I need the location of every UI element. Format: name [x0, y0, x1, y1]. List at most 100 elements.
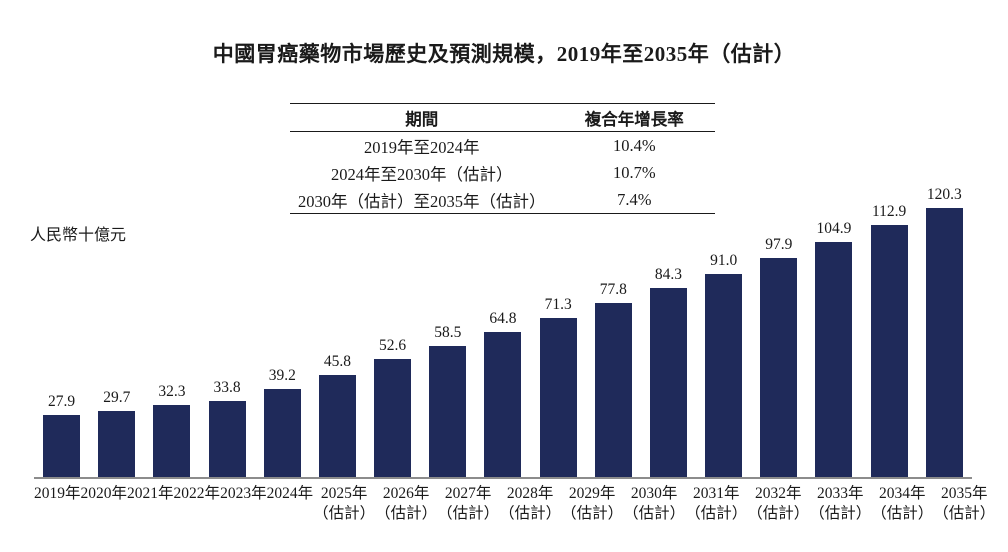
table-header-period: 期間 — [405, 109, 439, 129]
bar — [705, 274, 743, 477]
bar-value-label: 52.6 — [379, 337, 407, 354]
bar — [815, 242, 853, 477]
bar-value-label: 33.8 — [213, 379, 241, 396]
x-axis-estimate-note: （估計） — [685, 505, 748, 522]
bar-column: 91.0 — [696, 180, 751, 477]
x-axis-label: 2023年 — [220, 484, 267, 524]
x-axis-estimate-note: （估計） — [809, 505, 872, 522]
table-header-row: 期間 複合年增長率 — [290, 104, 715, 132]
bar-column: 33.8 — [200, 180, 255, 477]
x-axis-estimate-note: （估計） — [623, 505, 686, 522]
table-row: 2024年至2030年（估計） 10.7% — [290, 159, 715, 186]
x-axis-year: 2034年 — [878, 485, 926, 502]
x-axis-year: 2024年 — [266, 485, 314, 502]
bar — [484, 332, 522, 477]
x-axis-estimate-note: （估計） — [437, 505, 500, 522]
table-cell-period: 2019年至2024年 — [364, 137, 480, 157]
x-axis-year: 2031年 — [692, 485, 740, 502]
bar — [208, 401, 246, 477]
x-axis-label: 2032年 （估計） — [747, 484, 809, 524]
x-axis-label: 2031年 （估計） — [685, 484, 747, 524]
x-axis-year: 2020年 — [80, 485, 128, 502]
x-axis-estimate-note: （估計） — [375, 505, 438, 522]
bar-column: 52.6 — [365, 180, 420, 477]
bar-value-label: 29.7 — [103, 389, 131, 406]
bar-value-label: 64.8 — [489, 310, 517, 327]
x-axis-label: 2034年 （估計） — [871, 484, 933, 524]
x-axis-label: 2033年 （估計） — [809, 484, 871, 524]
x-axis-label: 2030年 （估計） — [623, 484, 685, 524]
cagr-table: 期間 複合年增長率 2019年至2024年 10.4% 2024年至2030年（估計… — [290, 103, 715, 214]
bar — [649, 288, 687, 477]
table-header-cagr: 複合年增長率 — [584, 109, 684, 129]
x-axis-label: 2021年 — [127, 484, 174, 524]
x-axis-label: 2029年 （估計） — [561, 484, 623, 524]
bar-column: 104.9 — [806, 180, 861, 477]
table-cell-cagr: 10.7% — [612, 162, 656, 182]
bar-column: 120.3 — [917, 180, 972, 477]
bar-value-label: 97.9 — [765, 236, 793, 253]
bar — [318, 375, 356, 477]
x-axis-label: 2026年 （估計） — [375, 484, 437, 524]
table-body: 2019年至2024年 10.4% 2024年至2030年（估計） 10.7% 2030… — [290, 132, 715, 213]
bar-value-label: 39.2 — [268, 367, 296, 384]
x-axis-estimate-note: （估計） — [933, 505, 996, 522]
x-axis-year: 2032年 — [754, 485, 802, 502]
bar-value-label: 32.3 — [158, 383, 186, 400]
chart-title: 中國胃癌藥物市場歷史及預測規模，2019年至2035年（估計） — [212, 42, 796, 66]
x-axis-label: 2022年 — [174, 484, 221, 524]
x-axis-label: 2024年 — [267, 484, 314, 524]
x-axis-year: 2030年 — [630, 485, 678, 502]
bar — [760, 258, 798, 477]
x-axis-estimate-note: （估計） — [871, 505, 934, 522]
x-axis-year: 2026年 — [382, 485, 430, 502]
bar-column: 58.5 — [420, 180, 475, 477]
bar-value-label: 71.3 — [544, 296, 572, 313]
bar-column: 27.9 — [34, 180, 89, 477]
x-axis-label: 2025年 （估計） — [313, 484, 375, 524]
bar-column: 64.8 — [475, 180, 530, 477]
x-axis-year: 2035年 — [941, 485, 988, 502]
bar-column: 39.2 — [255, 180, 310, 477]
x-axis-year: 2021年 — [127, 485, 174, 502]
y-axis-label: 人民幣十億元 — [30, 227, 127, 244]
bar — [98, 411, 136, 477]
bar — [374, 359, 412, 477]
bar-column: 32.3 — [144, 180, 199, 477]
x-axis-year: 2025年 — [320, 485, 368, 502]
bar-column: 112.9 — [862, 180, 917, 477]
bar — [429, 346, 467, 477]
x-axis-year: 2028年 — [506, 485, 554, 502]
table-cell-cagr: 10.4% — [612, 135, 656, 155]
bar-chart: 27.9 29.7 32.3 33.8 39.2 45.8 52.6 58.5 64.8 71.3… — [34, 180, 972, 479]
bar-column: 71.3 — [531, 180, 586, 477]
bar — [43, 415, 81, 477]
bar-column: 97.9 — [751, 180, 806, 477]
bar — [263, 389, 301, 477]
x-axis-year: 2022年 — [173, 485, 221, 502]
bar-column: 29.7 — [89, 180, 144, 477]
bar — [594, 303, 632, 477]
x-axis-estimate-note: （估計） — [561, 505, 624, 522]
x-axis-year: 2033年 — [816, 485, 864, 502]
bar-value-label: 91.0 — [710, 252, 738, 269]
x-axis-label: 2028年 （估計） — [499, 484, 561, 524]
x-axis-label: 2035年 （估計） — [933, 484, 995, 524]
x-axis-year: 2029年 — [568, 485, 616, 502]
x-axis-label: 2020年 — [81, 484, 128, 524]
bar-value-label: 45.8 — [323, 353, 351, 370]
x-axis-estimate-note: （估計） — [313, 505, 376, 522]
bar-value-label: 77.8 — [599, 281, 627, 298]
bar-value-label: 112.9 — [872, 203, 907, 220]
bar-column: 45.8 — [310, 180, 365, 477]
table-cell-cagr: 7.4% — [617, 189, 652, 209]
bar-value-label: 27.9 — [48, 393, 76, 410]
table-cell-period: 2030年（估計）至2035年（估計） — [298, 191, 546, 211]
x-axis-estimate-note: （估計） — [747, 505, 810, 522]
bar — [925, 208, 963, 477]
bar-value-label: 58.5 — [434, 324, 462, 341]
table-row: 2030年（估計）至2035年（估計） 7.4% — [290, 186, 715, 213]
bar — [870, 225, 908, 477]
bar-value-label: 104.9 — [816, 220, 852, 237]
